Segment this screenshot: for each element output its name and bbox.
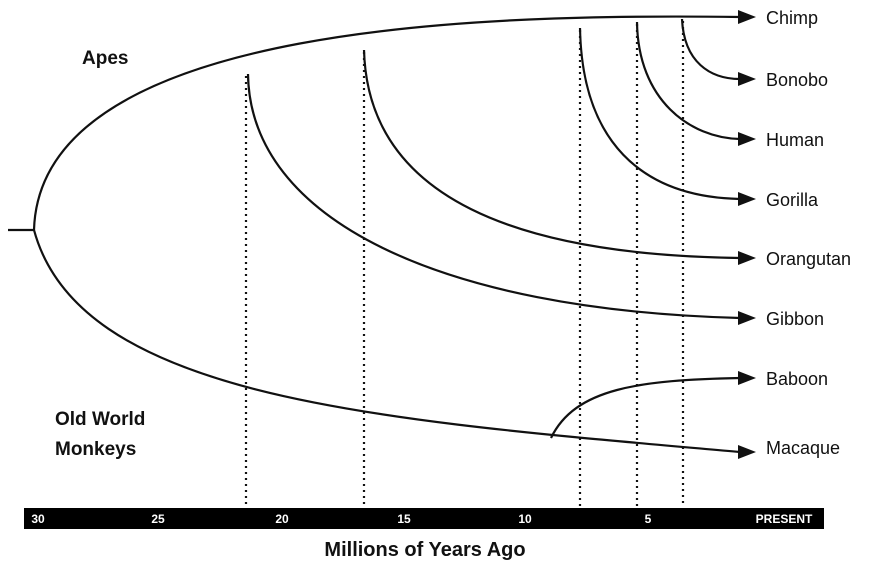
taxon-label-human: Human bbox=[766, 130, 824, 150]
arrowhead-gorilla bbox=[738, 192, 756, 206]
group-label-apes: Apes bbox=[82, 48, 128, 69]
arrowhead-bonobo bbox=[738, 72, 756, 86]
group-label-monkeys-line2: Monkeys bbox=[55, 439, 136, 460]
axis-tick-10: 10 bbox=[518, 512, 532, 526]
axis-tick-20: 20 bbox=[275, 512, 289, 526]
arrowhead-human bbox=[738, 132, 756, 146]
branch-baboon bbox=[550, 376, 741, 439]
arrowhead-macaque bbox=[738, 445, 756, 459]
taxon-label-bonobo: Bonobo bbox=[766, 70, 828, 90]
branch-monkey-trunk bbox=[32, 229, 741, 454]
taxon-label-orangutan: Orangutan bbox=[766, 249, 851, 269]
taxon-label-chimp: Chimp bbox=[766, 8, 818, 28]
taxon-label-macaque: Macaque bbox=[766, 438, 840, 458]
arrowhead-baboon bbox=[738, 371, 756, 385]
branch-bonobo bbox=[680, 18, 741, 81]
axis-tick-5: 5 bbox=[645, 512, 652, 526]
branch-human bbox=[635, 21, 741, 141]
time-axis-bar bbox=[24, 508, 824, 529]
arrowhead-chimp bbox=[738, 10, 756, 24]
branch-ape-trunk bbox=[32, 15, 741, 231]
branch-gibbon bbox=[246, 73, 741, 320]
taxon-label-gibbon: Gibbon bbox=[766, 309, 824, 329]
taxon-label-gorilla: Gorilla bbox=[766, 190, 819, 210]
branch-gorilla bbox=[578, 27, 741, 201]
axis-tick-present: PRESENT bbox=[756, 512, 813, 526]
taxon-label-baboon: Baboon bbox=[766, 369, 828, 389]
arrowhead-gibbon bbox=[738, 311, 756, 325]
axis-tick-25: 25 bbox=[151, 512, 165, 526]
arrowheads bbox=[738, 10, 756, 459]
arrowhead-orangutan bbox=[738, 251, 756, 265]
axis-tick-15: 15 bbox=[397, 512, 411, 526]
group-label-monkeys-line1: Old World bbox=[55, 409, 145, 430]
axis-tick-30: 30 bbox=[31, 512, 45, 526]
branch-orangutan bbox=[362, 49, 741, 260]
axis-title: Millions of Years Ago bbox=[324, 539, 525, 561]
